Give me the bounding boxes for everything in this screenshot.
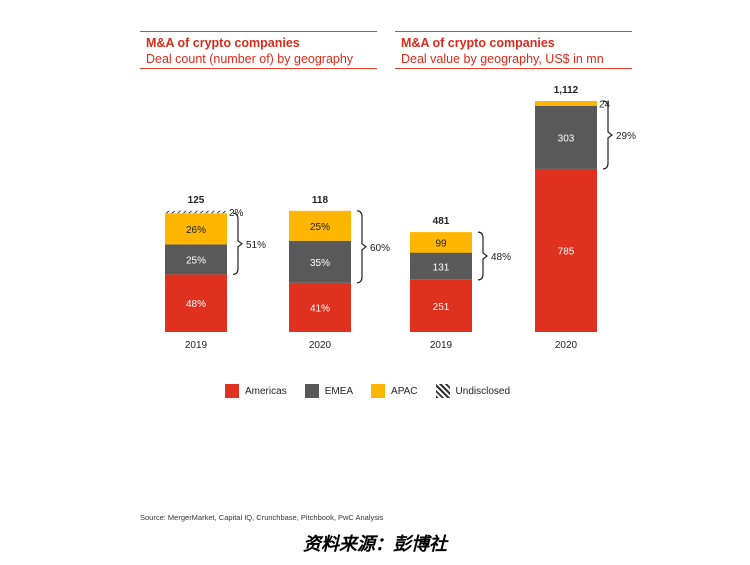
count-bracket-2020: [356, 210, 367, 284]
left-chart-subtitle: Deal count (number of) by geography: [146, 52, 354, 66]
value-bracket-label-2020: 29%: [616, 131, 636, 142]
count-bracket-label-2020: 60%: [370, 243, 390, 254]
value-total-2019: 481: [433, 216, 450, 227]
legend-label-undisclosed: Undisclosed: [455, 385, 511, 397]
right-title-top-rule: [395, 31, 632, 32]
value-xtick-2020: 2020: [555, 340, 578, 351]
count-xtick-2019: 2019: [185, 340, 208, 351]
left-chart-title: M&A of crypto companies: [146, 36, 300, 50]
count-bracket-2019: [232, 212, 243, 275]
count-label-2019-emea: 25%: [186, 255, 206, 266]
count-label-2020-americas: 41%: [310, 303, 330, 314]
legend-item-americas: Americas: [225, 384, 287, 398]
value-label-2019-apac: 99: [435, 238, 447, 249]
value-xtick-2019: 2019: [430, 340, 453, 351]
right-chart-title: M&A of crypto companies: [401, 36, 555, 50]
right-chart-subtitle: Deal value by geography, US$ in mn: [401, 52, 604, 66]
value-bar-2019-apac: [410, 232, 472, 253]
value-total-2020: 1,112: [554, 85, 579, 96]
right-chart-title-block: M&A of crypto companies Deal value by ge…: [401, 35, 604, 67]
charts-canvas: 48%25%26%2%125201951%41%35%25%118202060%…: [165, 85, 636, 351]
value-bracket-label-2019: 48%: [491, 252, 511, 263]
count-bar-2019-undisclosed: [165, 210, 227, 214]
count-bar-2019-apac: [165, 213, 227, 245]
left-chart-title-block: M&A of crypto companies Deal count (numb…: [146, 35, 353, 67]
value-label-2020-apac: 24: [599, 100, 611, 111]
count-total-2020: 118: [312, 195, 329, 206]
emea-swatch: [304, 384, 319, 398]
source-note: Source: MergerMarket, Capital IQ, Crunch…: [140, 513, 384, 522]
legend-item-apac: APAC: [371, 384, 418, 398]
americas-swatch: [225, 384, 239, 398]
legend-item-emea: EMEA: [304, 384, 354, 398]
count-bar-2019-americas: [165, 274, 227, 332]
count-bar-2020-emea: [289, 240, 351, 283]
value-label-2020-emea: 303: [558, 134, 575, 145]
count-label-2019-americas: 48%: [186, 299, 206, 310]
value-bar-2019-americas: [410, 279, 472, 332]
left-title-bottom-rule: [140, 68, 377, 69]
legend-label-americas: Americas: [245, 385, 287, 397]
legend-label-apac: APAC: [391, 385, 418, 397]
value-bar-2020-americas: [535, 168, 597, 332]
value-bar-2020-emea: [535, 106, 597, 169]
count-bar-2020-americas: [289, 282, 351, 332]
count-label-2020-emea: 35%: [310, 258, 330, 269]
value-bar-2020-apac: [535, 101, 597, 106]
undisclosed-swatch: [435, 384, 450, 398]
count-bar-2020-apac: [289, 210, 351, 241]
value-bracket-2019: [477, 231, 488, 281]
value-label-2019-emea: 131: [433, 262, 450, 273]
footer-caption: 资料来源：彭博社: [303, 534, 447, 555]
value-label-2019-americas: 251: [433, 302, 450, 313]
count-label-2019-apac: 26%: [186, 225, 206, 236]
value-bar-2019-emea: [410, 252, 472, 280]
value-bracket-2020: [602, 100, 613, 170]
legend-item-undisclosed: Undisclosed: [435, 384, 511, 398]
right-title-bottom-rule: [395, 68, 632, 69]
count-xtick-2020: 2020: [309, 340, 332, 351]
value-label-2020-americas: 785: [558, 247, 575, 258]
legend: Americas EMEA APAC Undisclosed: [225, 384, 528, 398]
legend-label-emea: EMEA: [324, 385, 354, 397]
count-label-2020-apac: 25%: [310, 222, 330, 233]
count-bar-2019-emea: [165, 244, 227, 275]
count-bracket-label-2019: 51%: [246, 240, 266, 251]
count-total-2019: 125: [188, 195, 205, 206]
apac-swatch: [371, 384, 386, 398]
left-title-top-rule: [140, 31, 377, 32]
